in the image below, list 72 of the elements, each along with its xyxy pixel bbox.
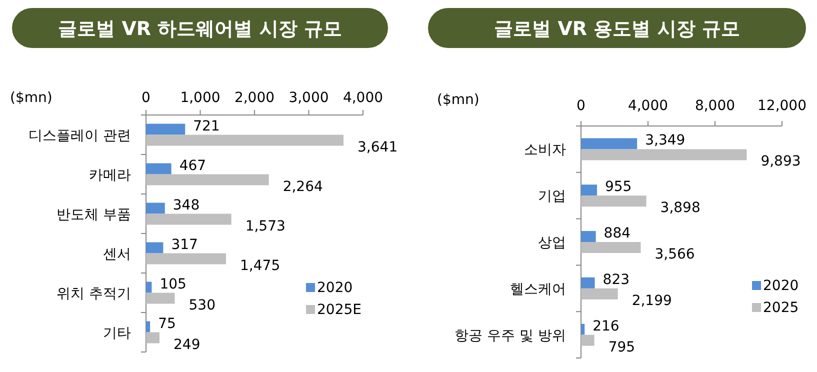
data-label: 3,349 — [645, 132, 686, 149]
x-tick-label: 8,000 — [694, 98, 736, 114]
data-label: 348 — [172, 197, 200, 214]
data-label: 884 — [604, 226, 631, 242]
bar — [146, 214, 232, 225]
bar — [581, 324, 585, 335]
legend-label: 2020 — [763, 278, 799, 294]
data-label: 249 — [174, 336, 200, 353]
bar — [581, 288, 618, 300]
y-tick-label: 카메라 — [89, 167, 131, 184]
x-tick-label: 2,000 — [234, 90, 275, 106]
data-label: 823 — [602, 272, 630, 288]
x-tick-label: 12,000 — [758, 98, 806, 114]
legend-label: 2025E — [317, 302, 362, 318]
data-label: 955 — [604, 179, 632, 196]
bar — [581, 334, 594, 346]
legend-label: 2025 — [763, 300, 799, 316]
bar — [146, 124, 186, 135]
bar — [146, 332, 160, 344]
y-tick-label: 상업 — [538, 235, 566, 251]
x-tick-label: 0 — [142, 90, 150, 106]
y-tick-label: 기업 — [538, 188, 566, 205]
bar — [581, 196, 646, 207]
y-tick-label: 센서 — [103, 246, 131, 262]
y-tick-label: 위치 추적기 — [56, 286, 131, 302]
chart-title: 글로벌 VR 용도별 시장 규모 — [494, 18, 740, 40]
data-label: 3,641 — [358, 139, 398, 156]
bar — [146, 321, 150, 332]
bar — [146, 282, 152, 293]
x-tick-label: 0 — [576, 98, 586, 114]
bar — [581, 231, 596, 242]
data-label: 9,893 — [760, 154, 801, 170]
data-label: 3,898 — [660, 200, 700, 216]
data-label: 105 — [160, 276, 186, 292]
x-tick-label: 4,000 — [628, 98, 668, 114]
chart-title: 글로벌 VR 하드웨어별 시장 규모 — [58, 18, 342, 40]
bar — [146, 163, 172, 174]
data-label: 467 — [179, 158, 206, 174]
bar — [581, 277, 595, 288]
x-axis-title: ($mn) — [10, 90, 52, 106]
bar — [581, 184, 597, 196]
bar — [146, 242, 164, 254]
y-tick-label: 기타 — [103, 325, 131, 342]
bar — [146, 253, 226, 264]
data-label: 3,566 — [654, 246, 695, 262]
data-label: 75 — [158, 316, 176, 332]
data-label: 317 — [171, 236, 198, 253]
bar — [146, 134, 344, 146]
data-label: 1,475 — [240, 258, 280, 274]
bar — [146, 292, 175, 304]
y-tick-label: 디스플레이 관련 — [28, 128, 131, 144]
data-label: 530 — [188, 297, 216, 314]
data-label: 216 — [592, 318, 620, 334]
bar — [581, 242, 641, 253]
bar — [146, 202, 165, 214]
x-axis-title: ($mn) — [437, 92, 480, 108]
data-label: 795 — [608, 339, 636, 356]
legend-label: 2020 — [317, 280, 353, 296]
bar — [581, 149, 747, 160]
y-tick-label: 헬스케어 — [510, 281, 566, 298]
bar — [581, 138, 638, 150]
data-label: 1,573 — [245, 218, 286, 234]
data-label: 2,264 — [282, 178, 323, 195]
y-tick-label: 반도체 부품 — [56, 206, 131, 223]
bar — [146, 174, 269, 186]
x-tick-label: 4,000 — [342, 90, 384, 106]
x-tick-label: 3,000 — [288, 90, 329, 106]
y-tick-label: 항공 우주 및 방위 — [454, 328, 566, 344]
data-label: 2,199 — [632, 292, 672, 309]
x-tick-label: 1,000 — [180, 90, 220, 106]
y-tick-label: 소비자 — [524, 142, 566, 158]
data-label: 721 — [193, 118, 220, 134]
